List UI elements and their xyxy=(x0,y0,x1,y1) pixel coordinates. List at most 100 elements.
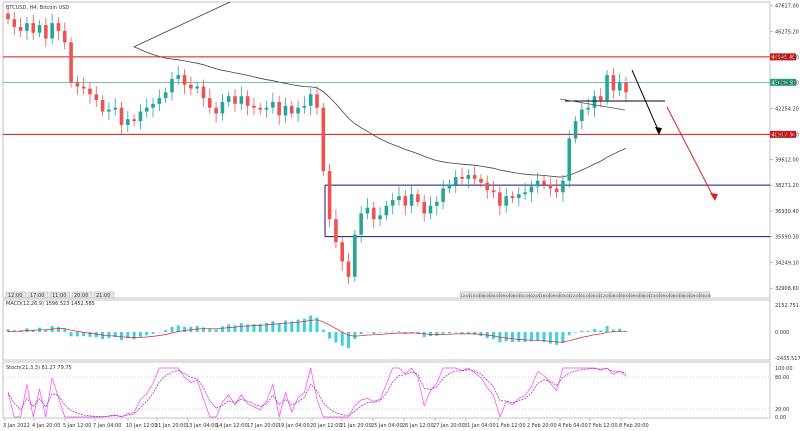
time-tick-label: 3 Jan 2022 xyxy=(3,423,30,429)
candle-body xyxy=(567,138,572,181)
candle-body xyxy=(182,75,187,85)
macd-tick-label: 0.000 xyxy=(775,330,789,336)
candle-body xyxy=(37,25,42,33)
time-marker-label: 09:00 xyxy=(501,294,512,298)
macd-bar xyxy=(151,332,155,334)
candle-body xyxy=(6,13,10,20)
candle-body xyxy=(56,23,61,31)
candle-body xyxy=(535,180,540,187)
candle-body xyxy=(289,105,294,114)
macd-bar xyxy=(132,332,136,340)
time-marker-label: 09:00 xyxy=(691,294,702,298)
time-marker-label: 00:00 xyxy=(701,294,712,298)
candles xyxy=(6,8,628,284)
red-arrow-line xyxy=(666,106,715,199)
macd-bar xyxy=(6,329,10,332)
price-tick-label: 38271.20 xyxy=(775,183,799,189)
candle-body xyxy=(529,186,534,193)
candle-body xyxy=(561,180,565,193)
macd-bar xyxy=(624,331,628,332)
candle-body xyxy=(580,109,584,122)
price-tick-label: 43615.60 xyxy=(775,80,799,86)
candle-body xyxy=(453,176,458,185)
macd-bar xyxy=(283,320,287,332)
candle-body xyxy=(226,96,231,102)
macd-bar xyxy=(220,326,224,332)
candle-body xyxy=(258,107,263,110)
candle-body xyxy=(479,178,483,183)
macd-bar xyxy=(347,332,351,349)
time-marker-box xyxy=(27,291,49,299)
macd-bar xyxy=(605,326,609,332)
time-marker-label: 09:00 xyxy=(551,294,562,298)
macd-bar xyxy=(592,329,596,332)
macd-signal-line xyxy=(7,319,626,343)
candle-body xyxy=(378,215,382,220)
candle-body xyxy=(409,194,414,206)
time-tick-label: 27 Jan 20:00 xyxy=(433,423,465,429)
candle-body xyxy=(617,82,622,91)
candle-body xyxy=(542,180,546,185)
time-tick-label: 14 Jan 12:00 xyxy=(216,423,248,429)
stoch-tick-label: 0.00 xyxy=(775,415,786,421)
macd-bar xyxy=(189,326,193,332)
candle-body xyxy=(416,194,420,202)
macd-bar xyxy=(315,317,319,332)
time-marker-box xyxy=(579,291,590,299)
macd-bar xyxy=(580,330,584,332)
candle-body xyxy=(435,201,439,206)
time-tick-label: 21 Jan 20:00 xyxy=(340,423,372,429)
stoch-tick-label: 80.00 xyxy=(775,375,789,381)
macd-bar xyxy=(466,332,470,334)
candle-body xyxy=(466,174,471,179)
macd-bar xyxy=(384,332,388,333)
candle-body xyxy=(359,213,363,235)
black-arrow-head xyxy=(655,127,662,135)
candle-body xyxy=(12,19,17,27)
candle-body xyxy=(422,201,427,214)
macd-bar xyxy=(176,325,180,332)
candle-body xyxy=(107,109,111,112)
candle-body xyxy=(554,188,559,193)
time-marker-label: 20:00 xyxy=(74,293,88,299)
black-arrow-line xyxy=(631,69,660,133)
time-marker-box xyxy=(539,291,550,299)
macd-bar xyxy=(271,321,275,332)
macd-bar xyxy=(586,330,590,332)
candle-body xyxy=(119,107,124,126)
macd-bar xyxy=(574,332,578,333)
time-marker-box xyxy=(509,291,520,299)
candle-body xyxy=(390,199,395,206)
time-marker-label: 08:00 xyxy=(511,294,522,298)
candle-body xyxy=(365,207,370,214)
macd-bar xyxy=(227,324,231,332)
candle-body xyxy=(170,78,174,93)
macd-pane xyxy=(2,299,771,361)
time-marker-label: 08:00 xyxy=(481,294,492,298)
time-tick-label: 20 Jan 12:00 xyxy=(310,423,342,429)
time-tick-label: 8 Feb 20:00 xyxy=(619,423,649,429)
candle-body xyxy=(214,107,218,114)
macd-bar xyxy=(479,332,483,337)
stoch-d-line xyxy=(7,368,627,418)
candle-body xyxy=(113,107,118,110)
macd-bar xyxy=(252,324,256,332)
macd-bar xyxy=(107,332,111,339)
red-arrow-head xyxy=(710,193,718,201)
time-marker-box xyxy=(649,291,660,299)
macd-bar xyxy=(233,325,237,332)
time-tick-label: 26 Jan 12:00 xyxy=(402,423,434,429)
price-tick-label: 36930.40 xyxy=(775,209,799,215)
candle-body xyxy=(69,42,73,83)
candle-body xyxy=(403,196,408,206)
time-tick-label: 1 Feb 12:00 xyxy=(496,423,526,429)
time-marker-label: 12:00 xyxy=(601,294,612,298)
macd-bar xyxy=(309,315,313,332)
macd-bar xyxy=(397,331,401,332)
time-marker-label: 12:00 xyxy=(8,293,22,299)
price-pane xyxy=(2,1,771,299)
time-marker-box xyxy=(669,291,680,299)
macd-bar xyxy=(56,327,60,332)
macd-bar xyxy=(548,332,552,344)
